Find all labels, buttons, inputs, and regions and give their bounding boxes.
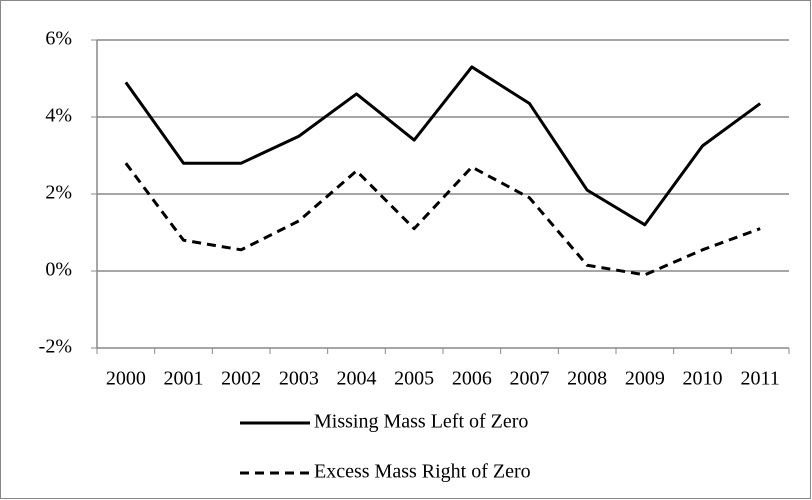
y-tick-label: 6% (45, 28, 72, 50)
x-tick-label: 2003 (279, 368, 319, 390)
x-tick-label: 2007 (510, 368, 550, 390)
x-tick-label: 2008 (567, 368, 607, 390)
x-tick-label: 2006 (452, 368, 492, 390)
y-tick-label: 4% (45, 105, 72, 127)
x-tick-label: 2002 (221, 368, 261, 390)
legend-label: Missing Mass Left of Zero (314, 411, 528, 433)
x-tick-label: 2009 (625, 368, 665, 390)
y-tick-label: -2% (39, 336, 72, 358)
x-tick-label: 2000 (106, 368, 146, 390)
legend-label: Excess Mass Right of Zero (314, 461, 531, 483)
x-tick-label: 2010 (683, 368, 723, 390)
x-tick-label: 2011 (741, 368, 780, 390)
data-line (124, 65, 762, 227)
y-tick-label: 0% (45, 259, 72, 281)
x-tick-label: 2004 (337, 368, 377, 390)
y-tick-label: 2% (45, 182, 72, 204)
x-tick-label: 2001 (164, 368, 204, 390)
x-tick-label: 2005 (394, 368, 434, 390)
